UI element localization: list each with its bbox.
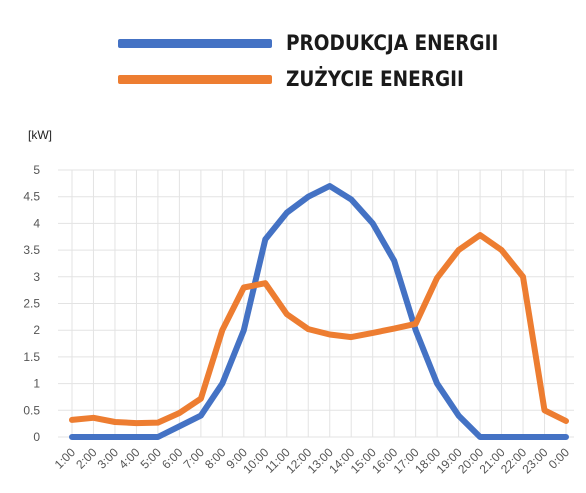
y-tick-label: 2.5 xyxy=(23,297,40,311)
y-tick-label: 3.5 xyxy=(23,243,40,257)
y-axis-unit-label: [kW] xyxy=(28,128,52,142)
y-tick-label: 0 xyxy=(33,430,40,444)
y-tick-label: 4.5 xyxy=(23,190,40,204)
legend-item-consumption: ZUŻYCIE ENERGII xyxy=(118,64,488,94)
chart-legend: PRODUKCJA ENERGII ZUŻYCIE ENERGII xyxy=(0,0,586,110)
legend-item-production: PRODUKCJA ENERGII xyxy=(118,28,527,58)
y-tick-label: 4 xyxy=(33,216,40,230)
production-series-line xyxy=(69,183,569,440)
x-tick-label: 4:00 xyxy=(116,445,143,472)
x-tick-label: 0:00 xyxy=(546,445,573,472)
x-tick-label: 6:00 xyxy=(159,445,186,472)
consumption-series-line xyxy=(69,232,569,427)
x-tick-label: 8:00 xyxy=(202,445,229,472)
y-tick-label: 1.5 xyxy=(23,350,40,364)
y-tick-label: 5 xyxy=(33,163,40,177)
x-tick-label: 7:00 xyxy=(181,445,208,472)
x-tick-label: 1:00 xyxy=(52,445,79,472)
legend-label-consumption: ZUŻYCIE ENERGII xyxy=(286,67,464,91)
x-tick-label: 2:00 xyxy=(73,445,100,472)
y-tick-label: 2 xyxy=(33,323,40,337)
y-tick-label: 1 xyxy=(33,377,40,391)
x-tick-label: 5:00 xyxy=(138,445,165,472)
y-tick-label: 0.5 xyxy=(23,403,40,417)
y-tick-label: 3 xyxy=(33,270,40,284)
legend-label-production: PRODUKCJA ENERGII xyxy=(286,31,499,55)
legend-swatch-consumption xyxy=(118,74,272,84)
x-tick-label: 3:00 xyxy=(95,445,122,472)
legend-swatch-production xyxy=(118,38,272,48)
